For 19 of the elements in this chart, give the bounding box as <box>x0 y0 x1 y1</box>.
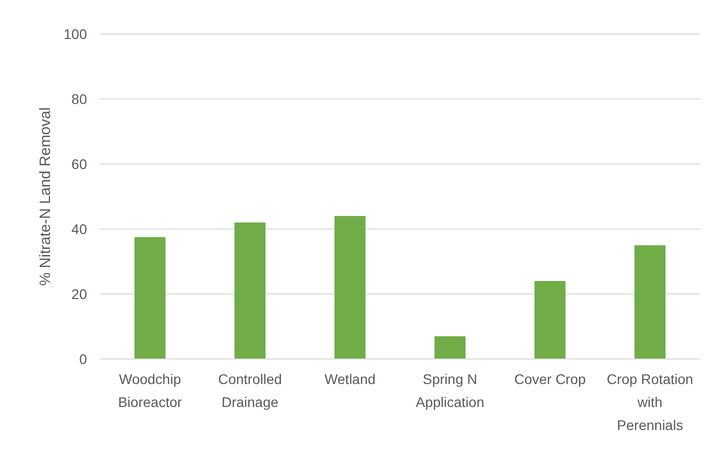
y-tick-label: 40 <box>71 220 88 237</box>
x-tick-label: Cover Crop <box>514 371 586 387</box>
y-tick-label: 100 <box>64 26 88 42</box>
y-tick-label: 0 <box>79 350 88 367</box>
bar <box>634 245 666 359</box>
bar <box>434 336 466 359</box>
bar <box>234 222 266 359</box>
bar <box>534 281 566 359</box>
y-tick-label: 60 <box>71 156 88 172</box>
x-tick-label: Wetland <box>324 371 376 387</box>
bar <box>134 237 166 359</box>
x-tick-label: Spring N Application <box>416 371 484 410</box>
y-tick-label: 20 <box>71 286 88 302</box>
x-tick-label: Crop Rotation with Perennials <box>606 371 694 433</box>
y-axis-title: % Nitrate-N Land Removal <box>37 107 54 286</box>
bar <box>334 216 366 359</box>
x-tick-label: Woodchip Bioreactor <box>118 371 182 410</box>
x-tick-label: Controlled Drainage <box>218 371 282 410</box>
y-tick-label: 80 <box>71 90 88 107</box>
